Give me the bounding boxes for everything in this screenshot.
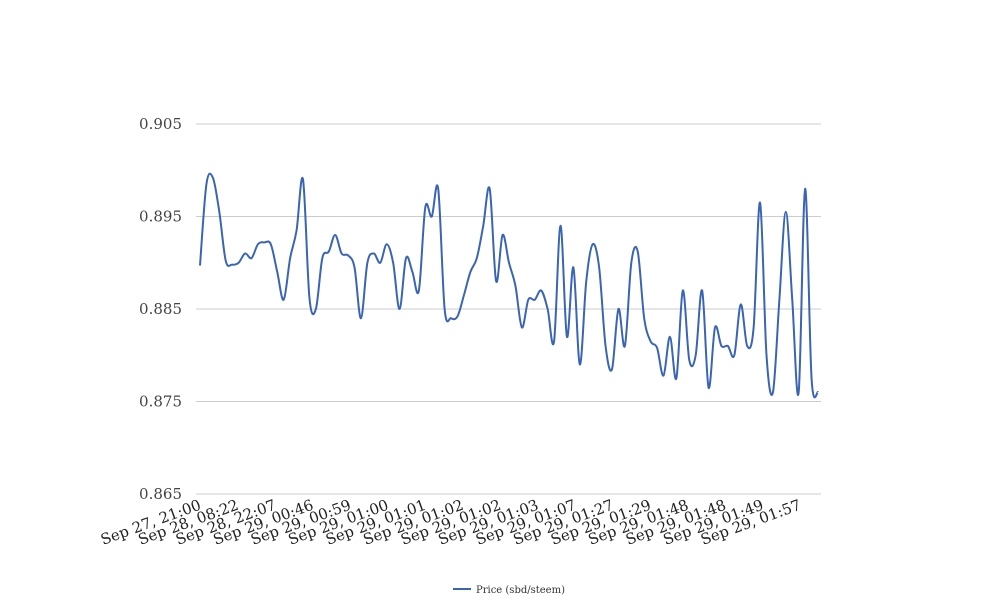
y-tick-label: 0.905 (139, 115, 182, 133)
series-group (199, 172, 819, 399)
y-tick-label: 0.865 (139, 485, 182, 503)
y-tick-label: 0.875 (139, 393, 182, 411)
grid-lines (196, 123, 821, 495)
legend: Price (sbd/steem) (453, 585, 565, 596)
series-line (199, 172, 819, 399)
legend-label: Price (sbd/steem) (476, 585, 565, 596)
y-axis-ticks: 0.905 0.895 0.885 0.875 0.865 (139, 115, 182, 503)
y-tick-label: 0.895 (139, 208, 182, 226)
y-tick-label: 0.885 (139, 300, 182, 318)
